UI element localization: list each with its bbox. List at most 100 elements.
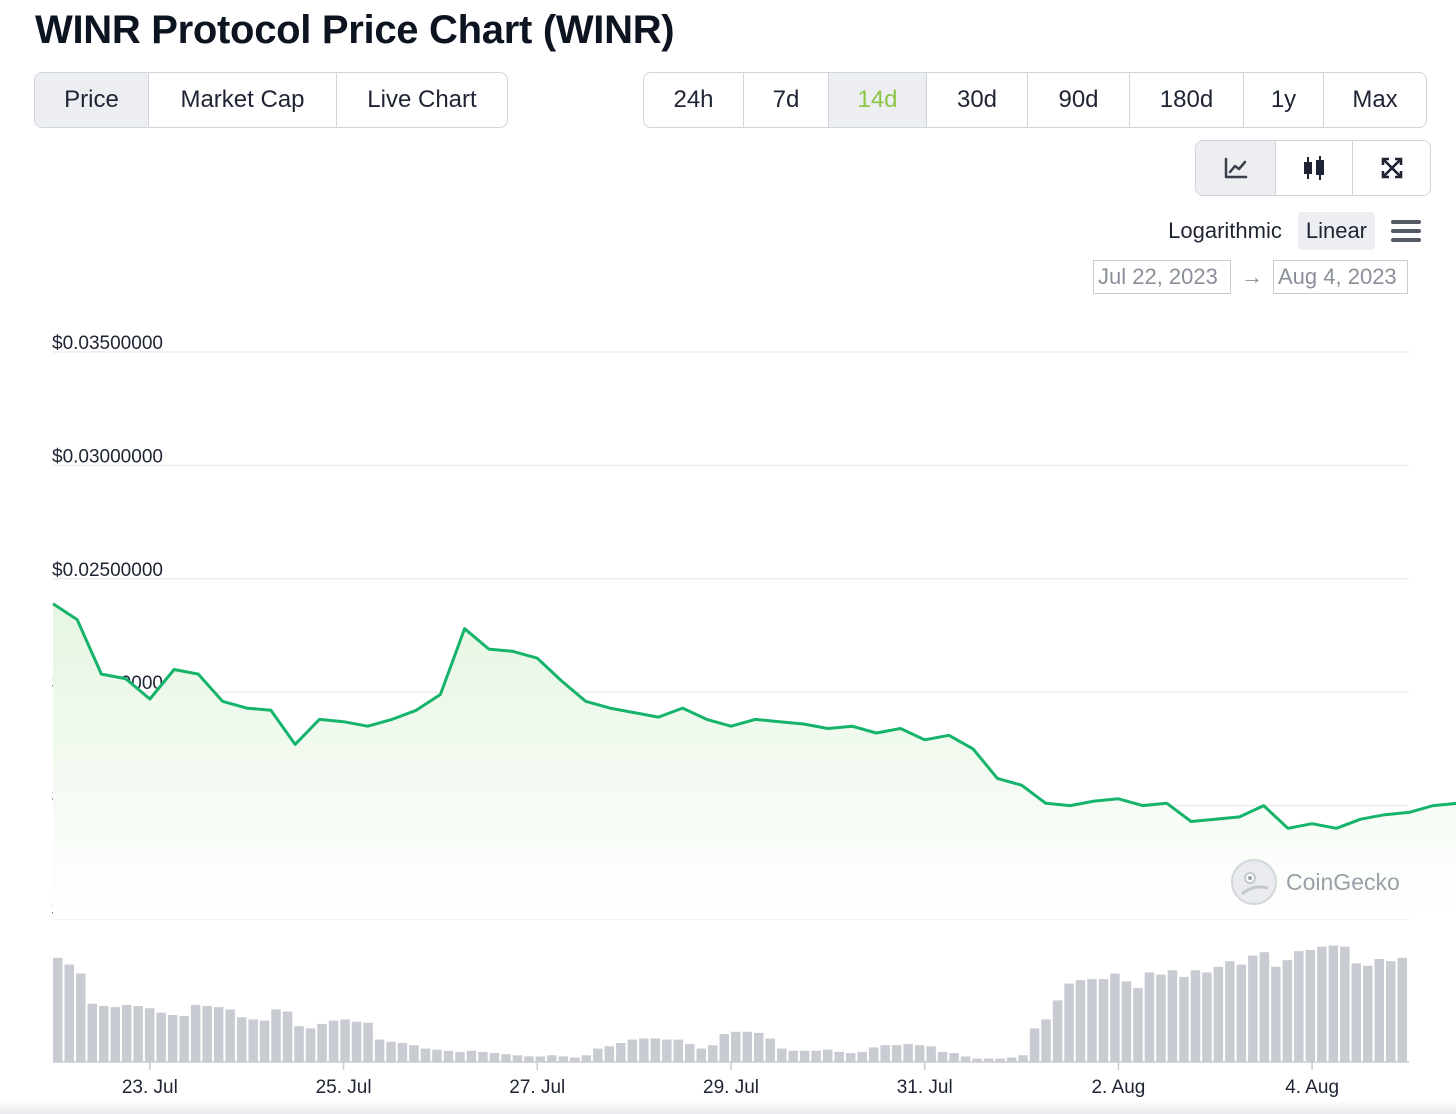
scale-linear[interactable]: Linear — [1297, 212, 1375, 250]
tab-live-chart[interactable]: Live Chart — [367, 86, 477, 113]
volume-bar — [880, 1045, 890, 1062]
volume-bar — [1029, 1028, 1040, 1062]
volume-bar — [363, 1022, 373, 1062]
volume-bar — [110, 1007, 120, 1062]
volume-bar — [719, 1034, 729, 1062]
volume-bar — [478, 1051, 488, 1062]
page-title: WINR Protocol Price Chart (WINR) — [35, 8, 675, 52]
volume-bar — [891, 1045, 902, 1062]
volume-bar — [99, 1006, 109, 1062]
range-max[interactable]: Max — [1352, 86, 1398, 113]
scale-selector: Logarithmic Linear — [1160, 211, 1421, 251]
volume-bar — [1340, 946, 1350, 1062]
volume-bar — [972, 1058, 982, 1062]
volume-bar — [1317, 946, 1327, 1062]
x-tick-label: 27. Jul — [509, 1077, 565, 1098]
volume-bar — [76, 973, 86, 1062]
volume-bar — [777, 1048, 787, 1062]
line-chart-button[interactable] — [1196, 141, 1276, 195]
range-1y[interactable]: 1y — [1244, 73, 1324, 127]
tab-market-cap[interactable]: Market Cap — [149, 73, 337, 127]
volume-bars — [53, 945, 1409, 1063]
volume-bar — [650, 1038, 661, 1062]
range-180d[interactable]: 180d — [1130, 73, 1244, 127]
volume-bar — [1190, 970, 1201, 1062]
volume-bar — [1225, 961, 1235, 1062]
candlestick-icon — [1304, 156, 1324, 180]
fullscreen-button[interactable] — [1353, 141, 1430, 195]
volume-bar — [570, 1057, 580, 1062]
line-chart-icon — [1224, 157, 1247, 179]
price-area-fill — [53, 603, 1456, 919]
volume-bar — [317, 1023, 327, 1062]
volume-bar — [1397, 957, 1407, 1062]
volume-bar — [1305, 950, 1316, 1062]
tab-price[interactable]: Price — [35, 73, 149, 127]
bottom-edge — [0, 1100, 1456, 1114]
arrow-right-icon: → — [1241, 264, 1263, 289]
volume-bar — [1202, 972, 1212, 1062]
volume-bar — [225, 1009, 235, 1062]
volume-bar — [282, 1011, 293, 1062]
volume-bar — [1363, 965, 1373, 1062]
volume-bar — [662, 1039, 672, 1062]
volume-bar — [202, 1006, 212, 1062]
volume-bar — [64, 964, 74, 1062]
range-7d[interactable]: 7d — [744, 73, 829, 127]
volume-bar — [616, 1043, 626, 1062]
volume-bar — [1374, 959, 1384, 1062]
volume-bar — [156, 1012, 166, 1062]
volume-bar — [731, 1031, 741, 1062]
volume-bar — [374, 1039, 385, 1062]
volume-bar — [179, 1016, 189, 1062]
volume-bar — [455, 1051, 465, 1062]
volume-bar — [466, 1050, 477, 1062]
volume-bar — [1110, 973, 1120, 1062]
y-tick-label: $0.03500000 — [52, 333, 163, 354]
volume-bar — [213, 1007, 224, 1062]
range-24h[interactable]: 24h — [644, 73, 744, 127]
volume-bar — [799, 1050, 810, 1062]
scale-logarithmic[interactable]: Logarithmic — [1168, 218, 1282, 243]
volume-bar — [1294, 951, 1304, 1062]
volume-bar — [995, 1058, 1005, 1062]
watermark-text: CoinGecko — [1286, 868, 1400, 895]
volume-bar — [420, 1048, 431, 1062]
volume-bar — [53, 957, 63, 1062]
chart-tool-buttons — [1195, 140, 1431, 196]
volume-bar — [443, 1050, 454, 1062]
candlestick-button[interactable] — [1276, 141, 1353, 195]
volume-bar — [1064, 983, 1074, 1062]
volume-bar — [593, 1048, 603, 1062]
volume-bar — [167, 1015, 178, 1062]
volume-bar — [524, 1056, 534, 1062]
volume-bar — [754, 1032, 764, 1062]
price-line[interactable] — [52, 438, 1456, 835]
volume-bar — [914, 1045, 925, 1062]
volume-bar — [248, 1019, 258, 1062]
volume-bar — [1075, 980, 1086, 1062]
volume-bar — [937, 1051, 948, 1062]
y-tick-label: $0.02500000 — [52, 560, 163, 581]
range-90d[interactable]: 90d — [1028, 73, 1130, 127]
date-from-input[interactable]: Jul 22, 2023 — [1093, 260, 1231, 294]
volume-bar — [133, 1006, 143, 1062]
hamburger-menu-icon[interactable] — [1391, 220, 1421, 242]
volume-bar — [822, 1049, 833, 1062]
volume-bar — [1179, 976, 1189, 1062]
range-30d[interactable]: 30d — [927, 73, 1028, 127]
volume-bar — [834, 1051, 844, 1062]
range-14d[interactable]: 14d — [829, 73, 927, 127]
volume-bar — [1041, 1019, 1051, 1062]
volume-bar — [190, 1004, 201, 1062]
volume-bar — [1018, 1055, 1028, 1062]
date-range-picker: Jul 22, 2023 → Aug 4, 2023 — [1093, 260, 1408, 294]
volume-bar — [627, 1039, 638, 1062]
volume-bar — [1351, 963, 1361, 1062]
volume-bar — [432, 1049, 442, 1062]
y-tick-label: $0.03000000 — [52, 446, 163, 467]
volume-bar — [259, 1020, 270, 1062]
volume-bar — [1386, 961, 1396, 1062]
date-to-input[interactable]: Aug 4, 2023 — [1273, 260, 1408, 294]
